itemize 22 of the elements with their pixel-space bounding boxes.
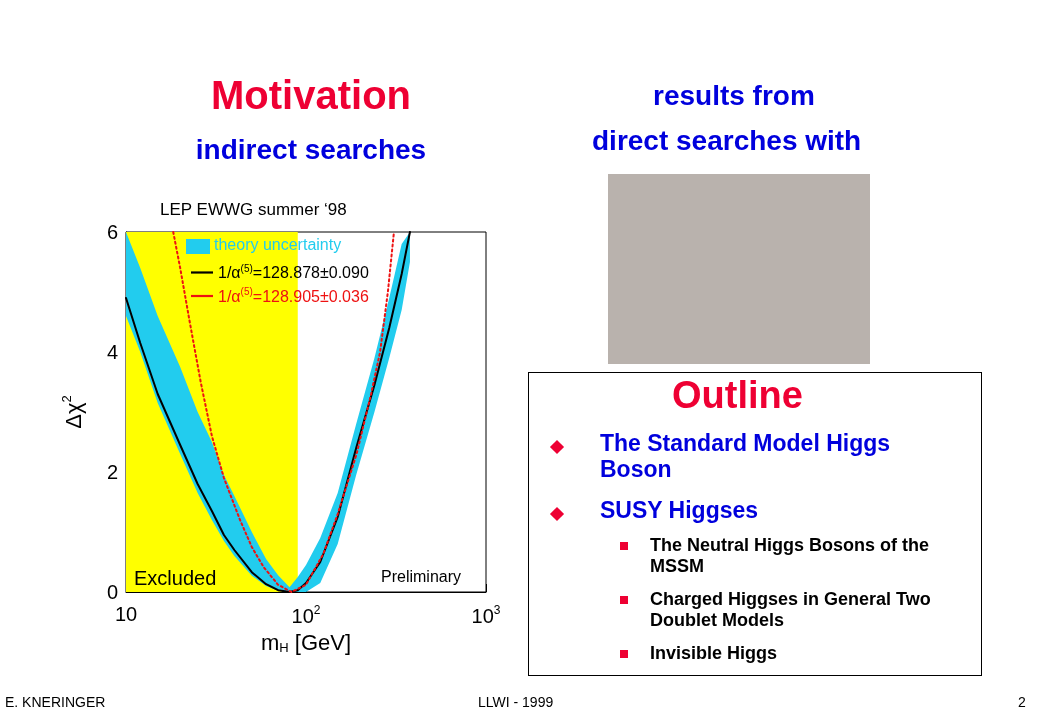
text: 2 <box>1018 694 1026 711</box>
chart-title: Motivation <box>211 73 411 117</box>
text: direct searches with <box>592 125 862 158</box>
annotation: Preliminary <box>381 568 462 587</box>
text: The Neutral Higgs Bosons of the MSSM <box>650 535 931 577</box>
y-tick-label: 4 <box>106 341 118 363</box>
text: LEP EWWG summer ‘98 <box>160 200 347 220</box>
y-tick-label: 0 <box>106 581 118 603</box>
text: The Standard Model Higgs Boson <box>600 430 892 483</box>
x-tick-label: 10 <box>114 603 138 625</box>
text: LLWI - 1999 <box>478 694 554 711</box>
text: SUSY Higgses <box>600 497 760 524</box>
band-label: Excluded <box>134 567 217 589</box>
text: Charged Higgses in General Two Doublet Models <box>650 589 932 631</box>
text: E. KNERINGER <box>5 694 106 711</box>
text: Outline <box>672 374 803 418</box>
y-tick-label: 2 <box>106 461 118 483</box>
chart-subtitle: indirect searches <box>195 133 427 165</box>
y-axis-title: Δχ2 <box>59 395 86 429</box>
text: results from <box>653 80 815 113</box>
y-tick-label: 6 <box>106 221 118 243</box>
text: Invisible Higgs <box>650 643 779 664</box>
